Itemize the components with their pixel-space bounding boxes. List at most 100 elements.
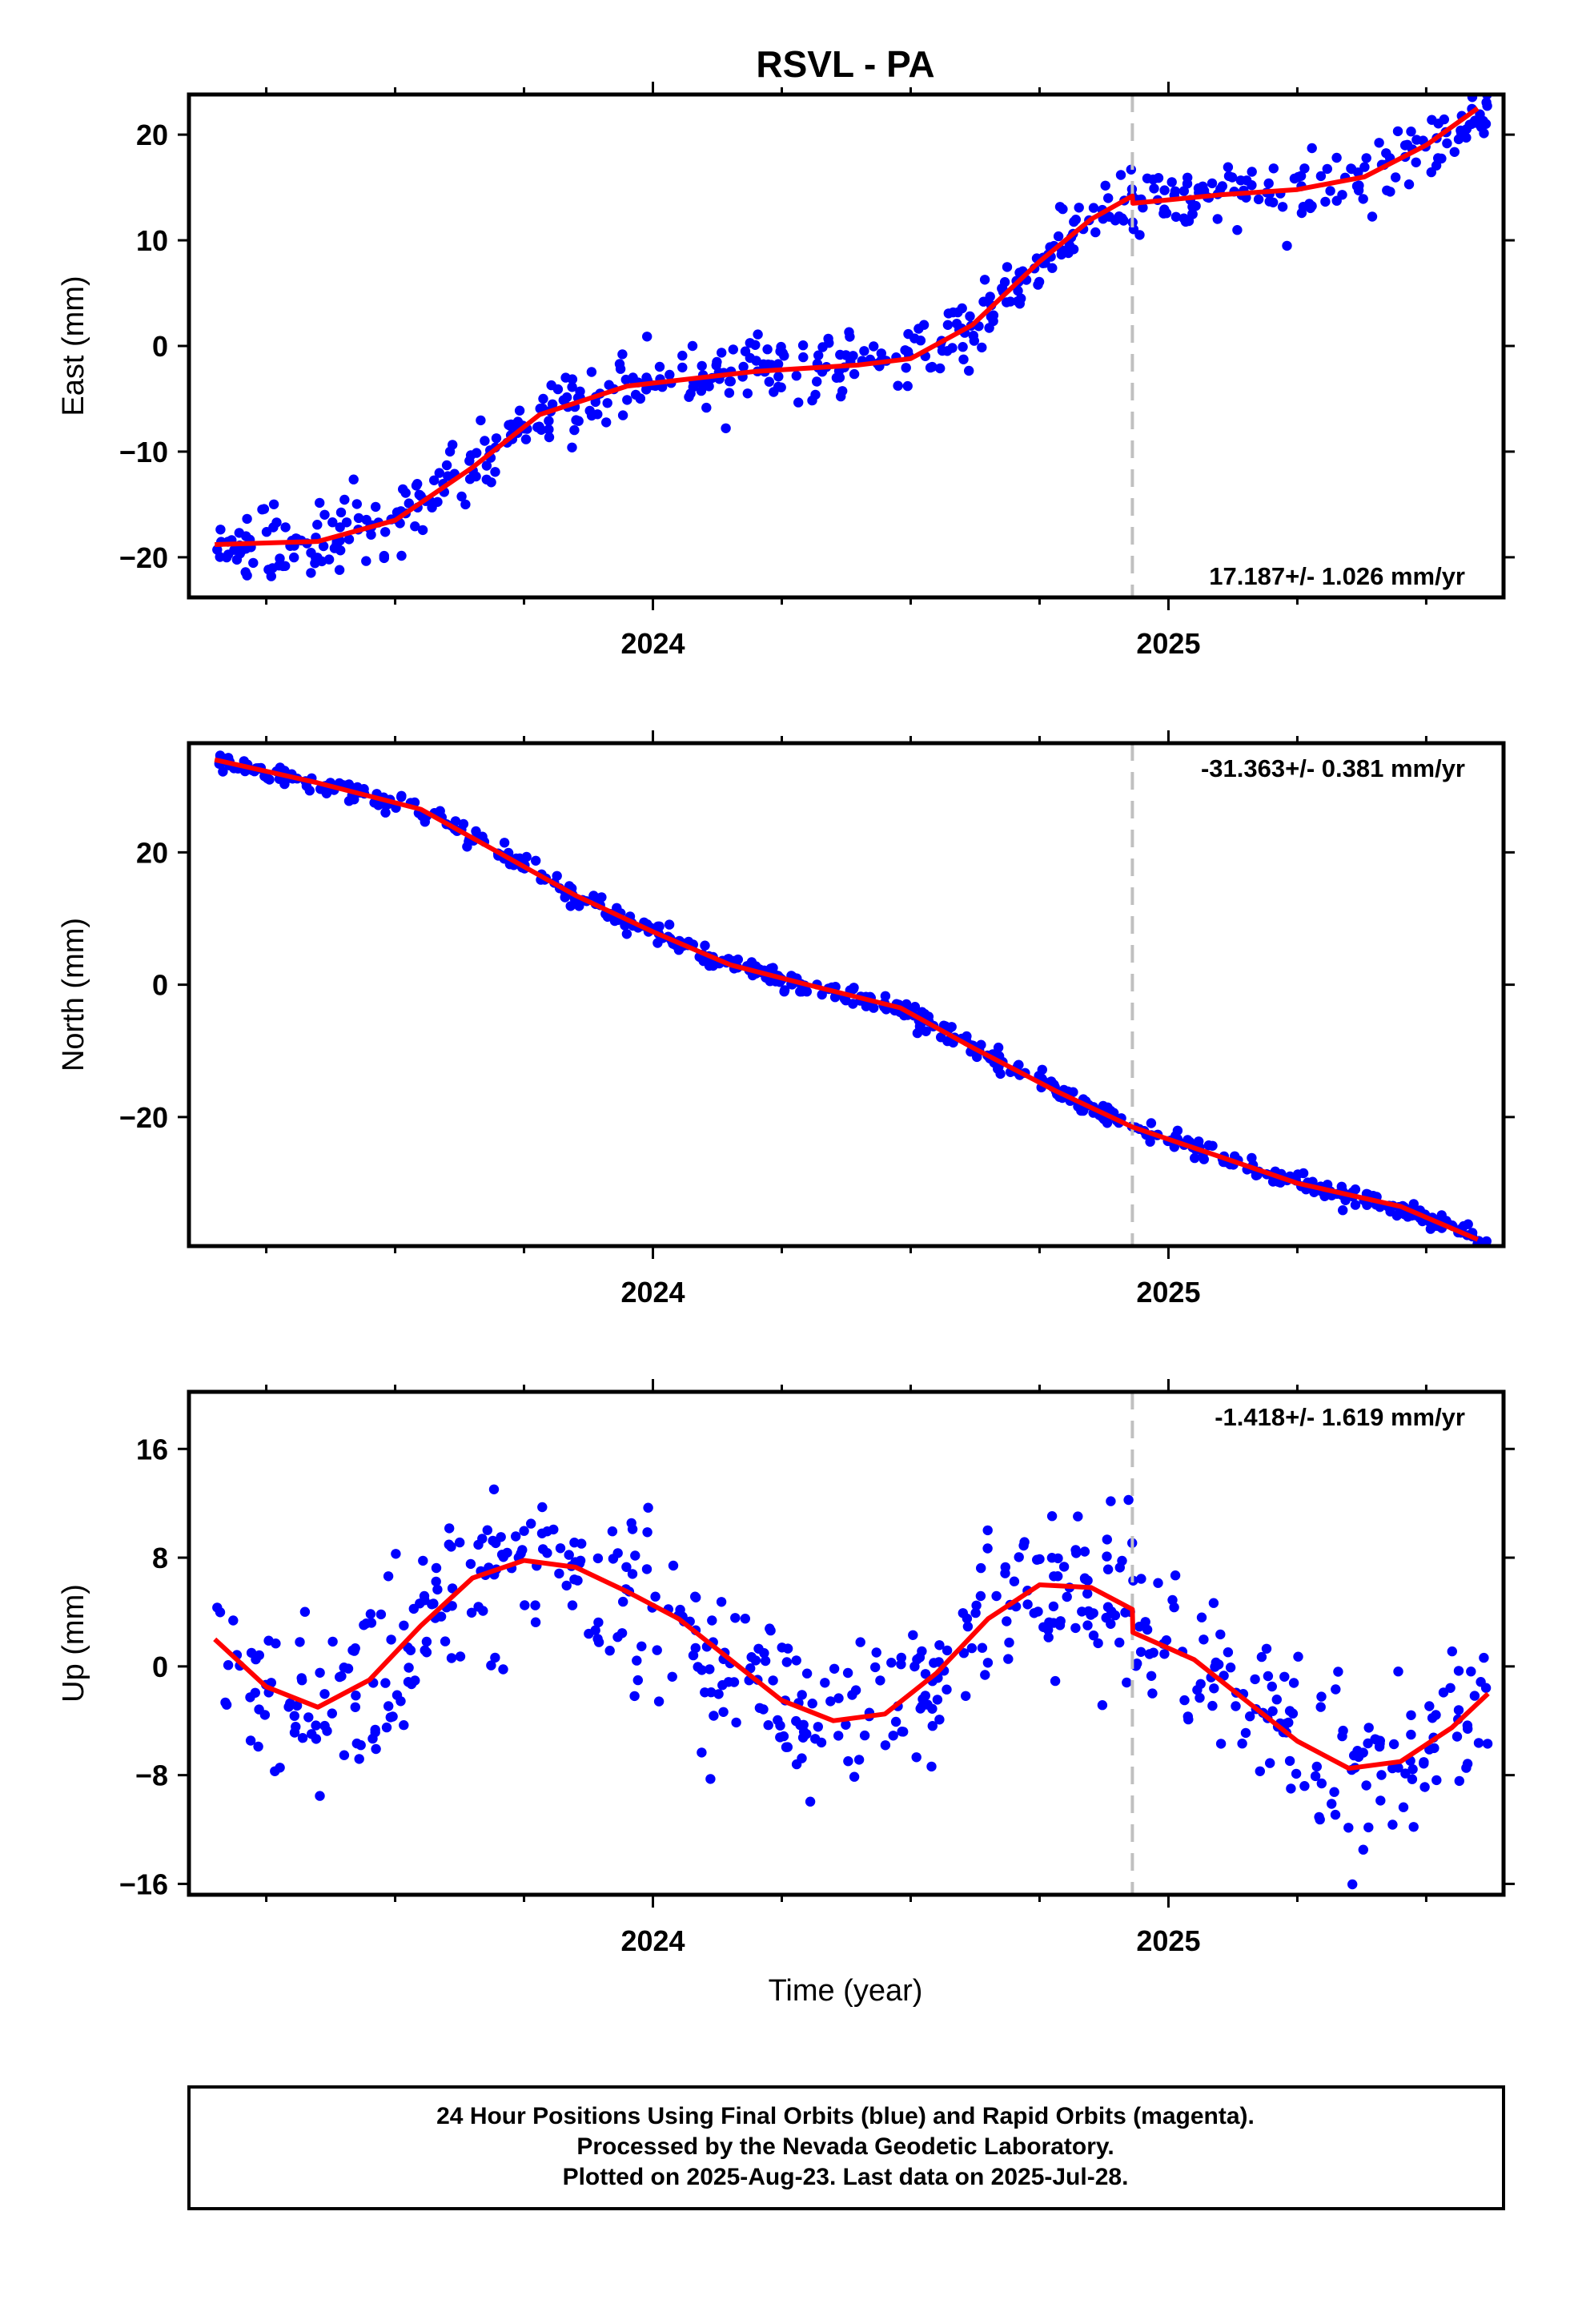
data-point <box>1263 1671 1274 1682</box>
data-point <box>1097 1700 1108 1711</box>
data-point <box>816 1737 827 1748</box>
data-point <box>455 1651 466 1662</box>
data-point <box>886 1658 897 1668</box>
data-point <box>620 374 631 385</box>
data-point <box>1447 1646 1458 1657</box>
data-point <box>855 1637 865 1647</box>
y-tick-label: 10 <box>136 224 168 257</box>
data-point <box>297 1733 308 1743</box>
data-points-east <box>212 94 1492 581</box>
data-point <box>431 1576 441 1587</box>
data-point <box>729 1677 740 1687</box>
data-point <box>567 374 578 384</box>
data-point <box>961 1691 971 1701</box>
data-point <box>1350 1200 1361 1210</box>
data-point <box>701 402 712 413</box>
data-point <box>1293 1651 1303 1662</box>
data-point <box>367 1733 378 1744</box>
data-point <box>339 1750 350 1760</box>
data-point <box>361 556 371 566</box>
data-point <box>813 350 824 360</box>
data-point <box>396 1696 406 1707</box>
data-point <box>280 522 291 533</box>
x-tick-label: 2024 <box>620 627 685 660</box>
data-point <box>1062 1591 1072 1602</box>
y-tick-label: 16 <box>136 1433 168 1466</box>
data-point <box>859 1730 870 1741</box>
data-point <box>558 395 568 405</box>
data-point <box>477 1534 488 1544</box>
data-point <box>480 436 490 446</box>
data-point <box>371 1743 381 1755</box>
data-point <box>1388 1739 1399 1750</box>
data-point <box>350 1702 360 1712</box>
data-point <box>336 1671 347 1682</box>
data-point <box>1461 1763 1472 1773</box>
data-point <box>704 960 715 971</box>
data-point <box>291 1700 303 1711</box>
data-point <box>458 818 469 830</box>
data-point <box>1284 1706 1295 1716</box>
data-point <box>434 468 444 478</box>
chart-title: RSVL - PA <box>756 43 934 85</box>
data-point <box>1461 132 1472 143</box>
data-point <box>1427 115 1437 125</box>
data-point <box>964 365 974 376</box>
data-point <box>1268 163 1279 174</box>
footer-line-1: 24 Hour Positions Using Final Orbits (bl… <box>436 2103 1255 2129</box>
data-point <box>1282 240 1292 251</box>
data-point <box>849 1771 860 1782</box>
data-point <box>1480 1683 1492 1693</box>
data-point <box>535 404 545 414</box>
data-point <box>1158 208 1169 219</box>
data-point <box>1454 1775 1465 1787</box>
data-point <box>979 275 990 285</box>
data-point <box>1199 1634 1209 1645</box>
data-point <box>1003 1654 1014 1664</box>
y-tick-label: −20 <box>119 541 168 574</box>
data-point <box>456 491 467 502</box>
data-point <box>327 1636 338 1647</box>
data-point <box>778 1731 789 1742</box>
x-tick-label: 2025 <box>1136 1276 1200 1309</box>
data-point <box>574 901 584 911</box>
data-point <box>1153 1578 1163 1588</box>
data-point <box>713 1689 724 1699</box>
data-point <box>943 308 954 319</box>
data-point <box>428 1598 439 1609</box>
data-point <box>586 367 597 377</box>
data-point <box>901 999 912 1010</box>
data-point <box>1170 211 1182 222</box>
data-point <box>471 471 481 482</box>
data-point <box>1466 1667 1476 1677</box>
data-point <box>627 1524 638 1534</box>
data-point <box>1140 1617 1150 1627</box>
data-point <box>441 460 452 471</box>
data-point <box>520 434 532 444</box>
data-point <box>1161 1635 1172 1646</box>
data-point <box>311 1734 322 1744</box>
data-point <box>1215 1739 1227 1749</box>
data-point <box>275 1763 285 1773</box>
data-point <box>1159 185 1170 195</box>
data-point <box>1331 152 1342 163</box>
data-point <box>532 422 543 432</box>
data-point <box>1203 1140 1215 1151</box>
data-point <box>1363 1822 1374 1833</box>
data-point <box>1122 1677 1132 1688</box>
data-point <box>915 1703 926 1714</box>
data-point <box>1406 127 1416 137</box>
data-point <box>482 1525 492 1535</box>
data-point <box>951 319 962 329</box>
data-point <box>1073 1511 1083 1522</box>
x-tick-label: 2025 <box>1136 1924 1200 1957</box>
data-point <box>718 1707 729 1717</box>
data-point <box>1180 216 1191 227</box>
data-point <box>970 1607 981 1618</box>
data-point <box>1419 1757 1429 1767</box>
data-point <box>1453 134 1464 145</box>
data-point <box>1079 1573 1090 1583</box>
data-point <box>1182 1711 1194 1722</box>
model-curve-east <box>215 106 1480 547</box>
